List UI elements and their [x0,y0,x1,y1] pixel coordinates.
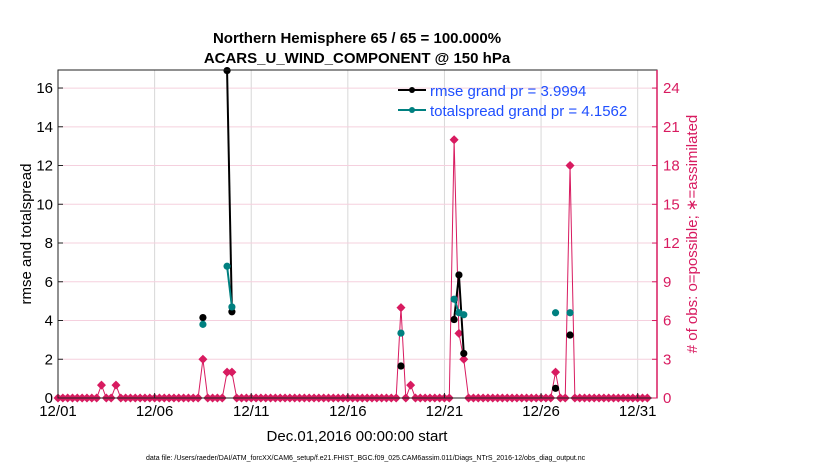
obs-count-marker-core [98,381,105,389]
totalspread-line [226,266,233,308]
totalspread-point [228,303,236,311]
legend: rmse grand pr = 3.9994 totalspread grand… [398,83,627,120]
totalspread-point [551,309,560,317]
obs-count-marker-core [552,368,559,376]
rmse-point [223,66,231,75]
y-axis-label-right: # of obs: o=possible; ∗=assimilated [684,115,701,354]
y-left-tick-label: 10 [36,196,53,213]
y-left-tick-label: 16 [36,80,53,97]
x-tick-label: 12/11 [233,403,269,420]
totalspread-point [199,320,207,328]
totalspread-point [450,295,458,303]
rmse-point [566,331,574,339]
x-axis-label: Dec.01,2016 00:00:00 start [267,428,449,445]
y-right-tick-label: 3 [663,351,671,368]
totalspread-point [397,329,405,337]
obs-count-marker-core [455,330,463,337]
y-axis-label-left: rmse and totalspread [18,164,35,305]
y-right-tick-label: 21 [663,119,680,136]
obs-count-marker-core [199,356,207,363]
rmse-point [397,362,405,370]
obs-count-marker-core [397,304,405,311]
y-left-tick-label: 12 [36,158,53,175]
y-right-tick-label: 24 [663,80,680,97]
x-tick-label: 12/06 [136,403,174,420]
y-left-tick-label: 4 [45,313,53,330]
legend-label-spread: totalspread grand pr = 4.1562 [430,103,627,120]
y-right-tick-label: 18 [663,158,680,175]
obs-count-marker-core [566,162,574,169]
totalspread-point [460,311,468,319]
legend-marker-spread [409,107,415,113]
y-right-tick-label: 12 [663,235,680,252]
x-tick-label: 12/01 [39,403,77,420]
rmse-line [226,70,233,312]
obs-count-marker-core [407,381,414,389]
y-left-tick-label: 6 [45,274,53,291]
x-tick-label: 12/31 [619,403,657,420]
obs-count-marker-core [223,368,231,376]
y-right-tick-label: 0 [663,390,671,407]
rmse-point [551,384,560,392]
obs-count-marker-core [460,356,467,363]
legend-label-rmse: rmse grand pr = 3.9994 [430,83,586,100]
obs-count-series [53,135,652,403]
y-left-tick-label: 2 [45,351,53,368]
y-right-tick-label: 15 [663,196,680,213]
totalspread-point [223,262,231,270]
y-left-tick-label: 0 [45,390,53,407]
grid [57,70,657,398]
x-tick-label: 12/16 [329,403,367,420]
y-right-tick-label: 6 [663,313,671,330]
rmse-point [450,315,458,324]
rmse-point [199,313,207,322]
x-tick-label: 12/21 [426,403,464,420]
obs-count-marker-core [228,368,236,376]
y-left-tick-label: 8 [45,235,53,252]
data-file-footer: data file: /Users/raeder/DAI/ATM_forcXX/… [146,455,586,462]
y-left-tick-label: 14 [36,119,53,136]
obs-count-marker-core [112,381,120,389]
rmse-point [460,349,468,358]
obs-count-marker-core [450,136,458,143]
axes: 12/01 12/06 12/11 12/16 12/21 12/26 12/3102468… [36,70,680,420]
totalspread-point [566,309,574,317]
chart-title-line1: Northern Hemisphere 65 / 65 = 100.000% [213,30,501,47]
rmse-point [455,271,463,279]
legend-marker-rmse [409,87,415,93]
chart-title-line2: ACARS_U_WIND_COMPONENT @ 150 hPa [204,50,511,67]
y-right-tick-label: 9 [663,274,671,291]
x-tick-label: 12/26 [522,403,560,420]
line-series [199,66,574,392]
